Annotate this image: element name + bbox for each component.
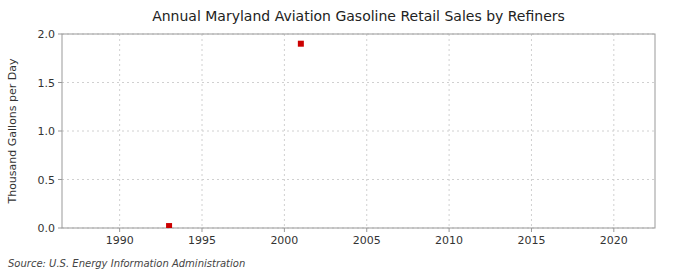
y-tick-label: 2.0 bbox=[38, 28, 56, 41]
grid bbox=[62, 34, 655, 228]
x-tick bbox=[202, 228, 203, 232]
x-tick-label: 1990 bbox=[106, 234, 134, 247]
x-tick-label: 2015 bbox=[517, 234, 545, 247]
y-tick-label: 1.5 bbox=[38, 77, 56, 90]
title: Annual Maryland Aviation Gasoline Retail… bbox=[152, 8, 565, 24]
grid-line bbox=[62, 179, 655, 180]
x-tick-label: 1995 bbox=[188, 234, 216, 247]
x-tick-label: 2010 bbox=[435, 234, 463, 247]
x-tick bbox=[613, 228, 614, 232]
points bbox=[166, 41, 304, 228]
grid-line bbox=[284, 34, 285, 228]
grid-line bbox=[62, 82, 655, 83]
y-axis-label: Thousand Gallons per Day bbox=[6, 58, 19, 205]
y-tick bbox=[58, 82, 62, 83]
y-tick bbox=[58, 34, 62, 35]
axes: 1990 1995 2000 2005 2010 2015 2020 0.0 0.5 1.0 1.5… bbox=[38, 28, 628, 247]
y-tick-label: 1.0 bbox=[38, 125, 56, 138]
y-tick bbox=[58, 131, 62, 132]
point bbox=[166, 223, 172, 228]
x-tick bbox=[119, 228, 120, 232]
grid-line bbox=[119, 34, 120, 228]
grid-line bbox=[62, 131, 655, 132]
y-tick-label: 0.5 bbox=[38, 174, 56, 187]
grid-line bbox=[531, 34, 532, 228]
x-tick-label: 2005 bbox=[353, 234, 381, 247]
x-tick-label: 2000 bbox=[270, 234, 298, 247]
y-tick bbox=[58, 228, 62, 229]
y-tick-label: 0.0 bbox=[38, 222, 56, 235]
y-tick bbox=[58, 179, 62, 180]
chart: 1990 1995 2000 2005 2010 2015 2020 0.0 0.5 1.0 1.5… bbox=[0, 0, 675, 275]
x-tick bbox=[531, 228, 532, 232]
source-note: Source: U.S. Energy Information Administ… bbox=[8, 258, 245, 269]
x-tick bbox=[449, 228, 450, 232]
x-tick bbox=[284, 228, 285, 232]
x-tick-label: 2020 bbox=[600, 234, 628, 247]
plot-frame bbox=[62, 34, 655, 228]
x-tick bbox=[366, 228, 367, 232]
point bbox=[298, 41, 304, 47]
